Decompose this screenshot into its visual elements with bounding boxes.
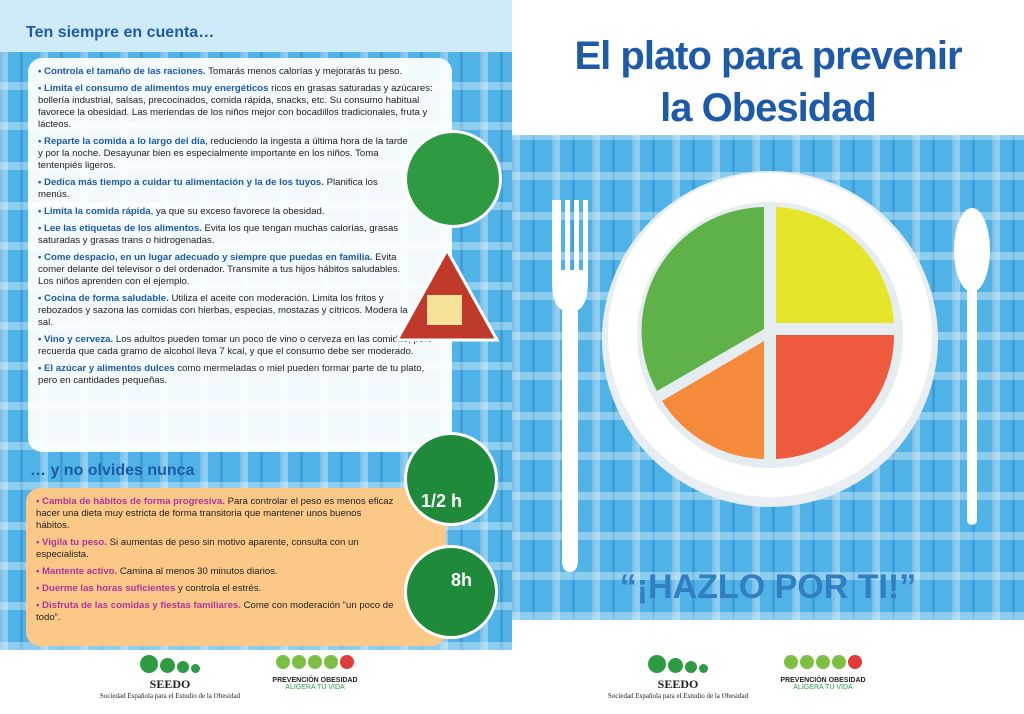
tip: Limita la comida rápida, ya que su exces… bbox=[38, 206, 408, 218]
seedo-logo: SEEDO Sociedad Española para el Estudio d… bbox=[598, 655, 758, 700]
prevencion-logo: PREVENCIÓN OBESIDAD ALIGERA TU VIDA bbox=[260, 655, 370, 691]
slogan: “¡HAZLO POR TI!” bbox=[619, 568, 917, 606]
tip-bold: Cambia de hábitos de forma progresiva. bbox=[42, 496, 225, 507]
tip: Duerme las horas suficientes y controla … bbox=[36, 583, 396, 595]
tip-bold: Controla el tamaño de las raciones. bbox=[44, 66, 206, 77]
tip-text: Los adultos pueden tomar un poco de vino… bbox=[38, 334, 433, 357]
logo-caption: Sociedad Española para el Estudio de la … bbox=[99, 692, 241, 700]
tip: Disfruta de las comidas y fiestas famili… bbox=[36, 600, 396, 624]
tip-text: ricos en grasas saturadas y azúcares: bo… bbox=[38, 83, 433, 130]
logo-apple bbox=[308, 655, 322, 669]
tip-bold: Limita el consumo de alimentos muy energ… bbox=[44, 83, 269, 94]
tip: Vigila tu peso. Si aumentas de peso sin … bbox=[36, 537, 396, 561]
tip-text: Utiliza el aceite con moderación. Limita… bbox=[38, 293, 408, 328]
tip: Mantente activo. Camina al menos 30 minu… bbox=[36, 566, 396, 578]
logo-dot bbox=[668, 658, 683, 673]
logo-dots bbox=[598, 655, 758, 677]
icon-label: 1/2 h bbox=[421, 491, 463, 511]
tip-bold: Dedica más tiempo a cuidar tu alimentaci… bbox=[44, 177, 324, 188]
tip-bold: Duerme las horas suficientes bbox=[42, 583, 176, 594]
logo-apple bbox=[784, 655, 798, 669]
icon-label: 8h bbox=[451, 570, 473, 590]
seedo-logo: SEEDO Sociedad Española para el Estudio d… bbox=[90, 655, 250, 700]
tip-bold: Disfruta de las comidas y fiestas famili… bbox=[42, 600, 241, 611]
tip-text: Evita comer delante del televisor o del … bbox=[38, 252, 401, 287]
tip: El azúcar y alimentos dulces como mermel… bbox=[38, 363, 442, 387]
warning-icon bbox=[394, 246, 500, 342]
logo-dot bbox=[685, 661, 697, 673]
food-icon bbox=[404, 130, 502, 228]
logo-apple bbox=[816, 655, 830, 669]
tip-text: Planifica los menús. bbox=[38, 177, 378, 200]
logo-dots bbox=[90, 655, 250, 677]
walk-icon: 1/2 h bbox=[404, 432, 498, 526]
tip-bold: Mantente activo. bbox=[42, 566, 118, 577]
tip-text: Para controlar el peso es menos eficaz h… bbox=[36, 496, 394, 531]
tip-text: Evita los que tengan muchas calorías, gr… bbox=[38, 223, 399, 246]
logo-apple bbox=[340, 655, 354, 669]
tip-text: Come con moderación “un poco de todo”. bbox=[36, 600, 394, 623]
heading: Ten siempre en cuenta… bbox=[26, 24, 215, 41]
title: El plato para prevenir la Obesidad bbox=[512, 30, 1024, 134]
tip-bold: Vigila tu peso. bbox=[42, 537, 107, 548]
logo-dot bbox=[191, 664, 200, 673]
tip-text: , ya que su exceso favorece la obesidad. bbox=[150, 206, 325, 217]
logo-dot bbox=[160, 658, 175, 673]
tip: Vino y cerveza. Los adultos pueden tomar… bbox=[38, 334, 442, 358]
tip-bold: Cocina de forma saludable. bbox=[44, 293, 169, 304]
title-line: la Obesidad bbox=[660, 86, 877, 130]
tip-bold: El azúcar y alimentos dulces bbox=[44, 363, 175, 374]
logo-apple bbox=[324, 655, 338, 669]
tip: Dedica más tiempo a cuidar tu alimentaci… bbox=[38, 177, 408, 201]
tip: Cocina de forma saludable. Utiliza el ac… bbox=[38, 293, 408, 329]
header-band bbox=[0, 0, 512, 52]
title-line: El plato para prevenir bbox=[574, 34, 962, 78]
logo-apple bbox=[848, 655, 862, 669]
logo-caption: ALIGERA TU VIDA bbox=[285, 684, 345, 691]
logo-apple bbox=[800, 655, 814, 669]
logo-caption: ALIGERA TU VIDA bbox=[793, 684, 853, 691]
tip-text: Si aumentas de peso sin motivo aparente,… bbox=[36, 537, 359, 560]
tip: Controla el tamaño de las raciones. Toma… bbox=[38, 66, 442, 78]
tip-text: Camina al menos 30 minutos diarios. bbox=[117, 566, 278, 577]
tip: Cambia de hábitos de forma progresiva. P… bbox=[36, 496, 396, 532]
tip-text: Tomarás menos calorías y mejorarás tu pe… bbox=[205, 66, 403, 77]
logo-caption: Sociedad Española para el Estudio de la … bbox=[607, 692, 749, 700]
tip-text: como mermeladas o miel pueden formar par… bbox=[38, 363, 425, 386]
logo-name: SEEDO bbox=[657, 677, 699, 691]
tip-text: y controla el estrés. bbox=[175, 583, 262, 594]
tip: Lee las etiquetas de los alimentos. Evit… bbox=[38, 223, 408, 247]
prevencion-logo: PREVENCIÓN OBESIDAD ALIGERA TU VIDA bbox=[768, 655, 878, 691]
tip-text: , reduciendo la ingesta a última hora de… bbox=[38, 136, 408, 171]
logo-apple bbox=[832, 655, 846, 669]
logo-apple bbox=[276, 655, 290, 669]
logo-dot bbox=[177, 661, 189, 673]
tip: Come despacio, en un lugar adecuado y si… bbox=[38, 252, 408, 288]
logo-name: SEEDO bbox=[149, 677, 191, 691]
tip-bold: Vino y cerveza. bbox=[44, 334, 114, 345]
tips-box: Cambia de hábitos de forma progresiva. P… bbox=[26, 488, 446, 646]
logo-apples bbox=[260, 655, 370, 677]
tip-bold: Lee las etiquetas de los alimentos. bbox=[44, 223, 202, 234]
tip-bold: Reparte la comida a lo largo del día bbox=[44, 136, 206, 147]
logo-dot bbox=[699, 664, 708, 673]
logo-apple bbox=[292, 655, 306, 669]
tip: Reparte la comida a lo largo del día, re… bbox=[38, 136, 408, 172]
logo-name: PREVENCIÓN OBESIDAD bbox=[272, 677, 358, 684]
logo-dot bbox=[648, 655, 666, 673]
sleep-icon: 8h bbox=[404, 545, 498, 639]
heading: … y no olvides nunca bbox=[30, 462, 195, 479]
tip-bold: Come despacio, en un lugar adecuado y si… bbox=[44, 252, 373, 263]
logo-name: PREVENCIÓN OBESIDAD bbox=[780, 677, 866, 684]
logo-dot bbox=[140, 655, 158, 673]
plate-illustration bbox=[552, 171, 990, 572]
tips-box: Controla el tamaño de las raciones. Toma… bbox=[28, 58, 452, 452]
tip: Limita el consumo de alimentos muy energ… bbox=[38, 83, 442, 131]
tip-bold: Limita la comida rápida bbox=[44, 206, 151, 217]
logo-apples bbox=[768, 655, 878, 677]
